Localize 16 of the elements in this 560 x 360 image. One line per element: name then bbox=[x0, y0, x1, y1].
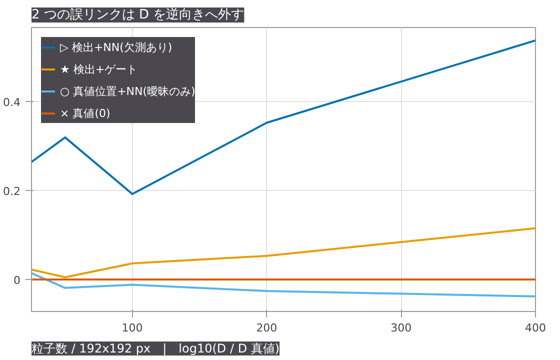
text: 粒子数 / 192x192 px | log10(D / D 真値) bbox=[32, 342, 280, 356]
line-series bbox=[32, 39, 536, 195]
legend-label: ○ 真値位置+NN(曖昧のみ) bbox=[60, 84, 196, 98]
legend-label: ▷ 検出+NN(欠測あり) bbox=[60, 40, 172, 54]
y-tick-label: 0.4 bbox=[3, 96, 21, 109]
line-series bbox=[32, 227, 536, 278]
x-tick-label: 300 bbox=[390, 322, 412, 334]
legend-label: ★ 検出+ゲート bbox=[60, 62, 138, 76]
x-tick-label: 400 bbox=[525, 322, 546, 334]
y-tick-label: 0.2 bbox=[3, 184, 21, 198]
line-series bbox=[32, 272, 536, 298]
legend-label: × 真値(0) bbox=[60, 106, 110, 120]
x-tick-label: 200 bbox=[256, 322, 278, 334]
x-tick-label: 100 bbox=[122, 322, 143, 334]
chart-title: 2 つの誤リンクは D を逆向きへ外す bbox=[32, 8, 244, 22]
y-tick-label: 0 bbox=[14, 274, 20, 287]
